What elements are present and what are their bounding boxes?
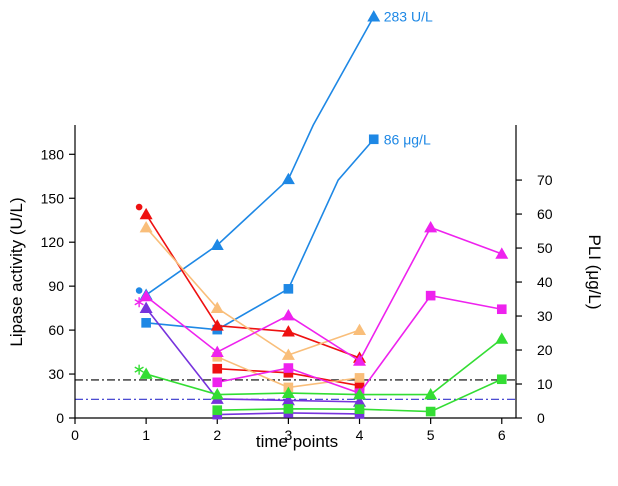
series-line — [145, 226, 503, 363]
square-marker — [368, 134, 379, 145]
y-tick-label: 30 — [48, 366, 64, 382]
annotations: 283 U/L 86 μg/L — [384, 9, 433, 148]
triangle-marker — [424, 221, 438, 233]
triangle-marker — [139, 301, 153, 313]
triangle-marker — [210, 301, 224, 313]
y2-tick-label: 70 — [537, 172, 553, 188]
reference-lines — [75, 379, 516, 400]
dot-marker — [135, 203, 143, 211]
x-tick-label: 1 — [142, 427, 150, 443]
y2-tick-label: 50 — [537, 240, 553, 256]
series-green-lipase — [134, 332, 509, 400]
triangle-marker — [139, 367, 153, 379]
square-marker — [425, 290, 436, 301]
triangle-marker — [495, 247, 509, 259]
triangle-marker — [367, 10, 381, 22]
x-tick-label: 0 — [71, 427, 79, 443]
triangle-marker — [139, 207, 153, 220]
y-tick-label: 60 — [48, 322, 64, 338]
triangle-marker — [281, 393, 295, 406]
square-marker — [425, 406, 436, 417]
asterisk-marker — [134, 297, 144, 308]
asterisk-stroke — [134, 299, 144, 306]
y-tick-label: 120 — [41, 234, 65, 250]
x-axis-title: time points — [256, 432, 338, 451]
y2-tick-label: 20 — [537, 342, 553, 358]
series-line — [145, 213, 360, 359]
y2-tick-label: 10 — [537, 376, 553, 392]
triangle-marker — [281, 348, 295, 360]
triangle-marker — [281, 172, 295, 185]
x-tick-label: 6 — [498, 427, 506, 443]
series-line — [146, 138, 375, 331]
y2-tick-label: 0 — [537, 410, 545, 426]
series-green-pli — [212, 374, 507, 417]
y-tick-label: 150 — [41, 190, 65, 206]
triangle-marker — [353, 388, 367, 400]
dot-marker — [135, 287, 143, 294]
y2-tick-label: 30 — [537, 308, 553, 324]
asterisk-stroke — [134, 366, 144, 373]
y2-axis-title: PLI (μg/L) — [585, 235, 604, 310]
series-line — [145, 227, 360, 356]
square-marker — [283, 404, 294, 414]
triangle-marker — [495, 332, 509, 344]
series-line — [145, 338, 503, 396]
x-tick-label: 2 — [213, 427, 221, 443]
series-orange-lipase — [139, 221, 367, 360]
y-axis-title: Lipase activity (U/L) — [7, 197, 26, 346]
square-marker — [212, 377, 223, 388]
triangle-marker — [353, 323, 367, 335]
data-series — [134, 10, 509, 420]
y2-tick-label: 40 — [537, 274, 553, 290]
square-marker — [496, 374, 507, 385]
triangle-marker — [353, 354, 367, 366]
square-marker — [496, 304, 507, 315]
series-purple-lipase — [139, 301, 367, 407]
triangle-marker — [210, 319, 224, 331]
triangle-marker — [139, 221, 153, 233]
x-tick-label: 3 — [284, 427, 292, 443]
annotation-label: 283 U/L — [384, 9, 433, 25]
square-marker — [212, 405, 223, 415]
triangle-marker — [139, 289, 153, 302]
square-marker — [283, 363, 294, 373]
square-marker — [354, 373, 365, 383]
triangle-marker — [210, 238, 224, 251]
x-tick-label: 5 — [427, 427, 435, 443]
series-line — [145, 307, 360, 403]
asterisk-marker — [134, 364, 144, 375]
triangle-marker — [353, 395, 367, 407]
square-marker — [354, 380, 365, 391]
triangle-marker — [281, 386, 295, 398]
y2-tick-label: 60 — [537, 206, 553, 222]
annotation-label: 86 μg/L — [384, 131, 431, 147]
triangle-marker — [281, 325, 295, 337]
square-marker — [354, 404, 365, 414]
series-blue-pli — [141, 134, 379, 335]
square-marker — [212, 363, 223, 374]
y-tick-label: 90 — [48, 278, 64, 294]
square-marker — [141, 318, 151, 328]
x-tick-label: 4 — [356, 427, 364, 443]
y-tick-label: 180 — [41, 146, 65, 162]
square-marker — [283, 284, 294, 294]
triangle-marker — [424, 388, 438, 400]
triangle-marker — [281, 308, 295, 321]
triangle-marker — [210, 388, 224, 400]
y-tick-label: 0 — [56, 410, 64, 426]
series-magenta-lipase — [134, 221, 509, 366]
series-line — [145, 16, 375, 296]
triangle-marker — [210, 345, 224, 357]
